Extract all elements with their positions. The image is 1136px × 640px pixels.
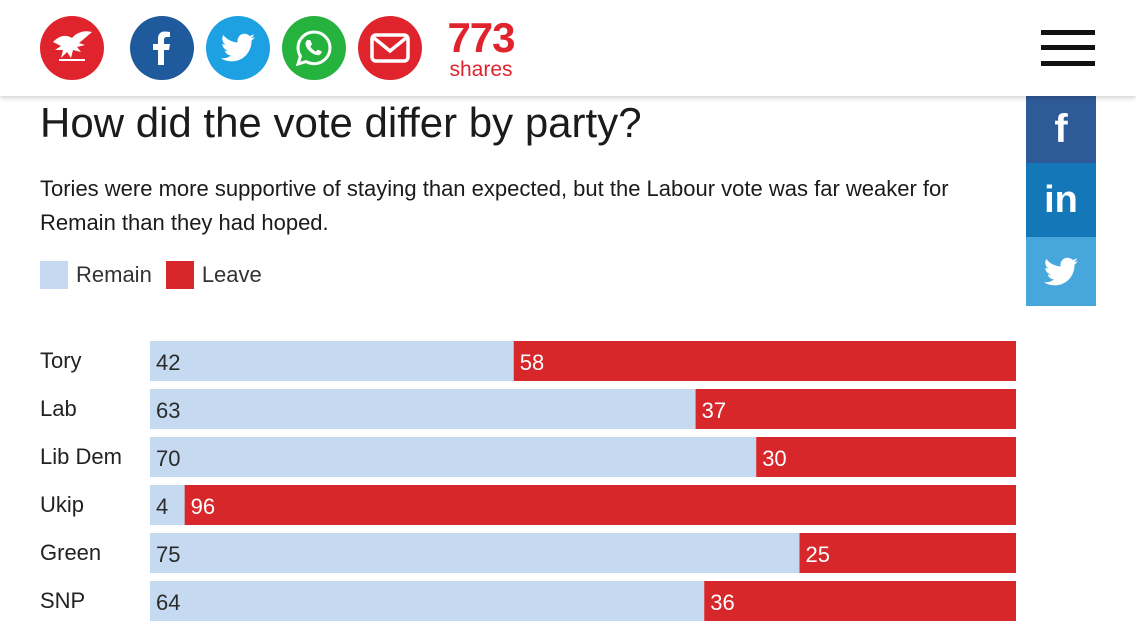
legend-label-remain: Remain xyxy=(76,262,152,287)
data-label-leave-green: 25 xyxy=(806,542,830,567)
email-icon[interactable] xyxy=(358,16,422,80)
bar-remain-tory xyxy=(150,341,514,381)
facebook-icon[interactable] xyxy=(130,16,194,80)
bar-leave-snp xyxy=(704,581,1016,621)
data-label-leave-lib-dem: 30 xyxy=(762,446,786,471)
data-label-leave-lab: 37 xyxy=(702,398,726,423)
share-count-number: 773 xyxy=(447,14,515,61)
bar-remain-lab xyxy=(150,389,696,429)
share-count: 773 shares xyxy=(436,14,526,81)
data-label-remain-green: 75 xyxy=(156,542,180,567)
bar-leave-lib-dem xyxy=(756,437,1016,477)
chart-title: How did the vote differ by party? xyxy=(40,99,642,146)
twitter-icon[interactable] xyxy=(206,16,270,80)
bar-leave-tory xyxy=(513,341,1016,381)
side-twitter-icon xyxy=(1043,257,1078,285)
bar-remain-snp xyxy=(150,581,705,621)
bar-remain-lib-dem xyxy=(150,437,757,477)
category-label-lib-dem: Lib Dem xyxy=(40,444,122,469)
category-label-ukip: Ukip xyxy=(40,492,84,517)
legend-item-remain: Remain xyxy=(40,261,152,289)
stacked-bar-chart: Tory 42 58 Lab 63 37 Lib Dem 70 30 Ukip 4 96 Green 75… xyxy=(40,341,1016,621)
data-label-leave-tory: 58 xyxy=(520,350,544,375)
legend-swatch-remain xyxy=(40,261,68,289)
category-label-snp: SNP xyxy=(40,588,85,613)
side-share-bar: f in xyxy=(1026,96,1096,306)
data-label-remain-snp: 64 xyxy=(156,590,180,615)
side-twitter-button[interactable] xyxy=(1026,237,1096,306)
side-linkedin-button[interactable]: in xyxy=(1026,163,1096,237)
data-label-leave-ukip: 96 xyxy=(191,494,215,519)
side-facebook-button[interactable]: f xyxy=(1026,96,1096,163)
data-label-remain-tory: 42 xyxy=(156,350,180,375)
legend-swatch-leave xyxy=(165,261,194,289)
chart-subtitle: Tories were more supportive of staying t… xyxy=(40,176,949,235)
hamburger-menu-icon[interactable] xyxy=(1041,30,1095,66)
category-label-green: Green xyxy=(40,540,101,565)
side-linkedin-icon: in xyxy=(1044,178,1078,221)
data-label-leave-snp: 36 xyxy=(710,590,734,615)
bar-leave-ukip xyxy=(184,485,1016,525)
share-count-label: shares xyxy=(449,58,513,81)
bar-remain-ukip xyxy=(150,485,185,525)
bar-remain-green xyxy=(150,533,800,573)
independent-eagle-logo[interactable] xyxy=(40,16,104,80)
bar-leave-green xyxy=(799,533,1016,573)
whatsapp-icon[interactable] xyxy=(282,16,346,80)
bar-leave-lab xyxy=(695,389,1016,429)
data-label-remain-lab: 63 xyxy=(156,398,180,423)
category-label-tory: Tory xyxy=(40,348,82,373)
chart-legend: Remain Leave xyxy=(40,260,276,290)
legend-item-leave: Leave xyxy=(165,261,262,289)
data-label-remain-lib-dem: 70 xyxy=(156,446,180,471)
data-label-remain-ukip: 4 xyxy=(156,494,168,519)
top-bar: 773 shares xyxy=(0,0,1136,96)
category-label-lab: Lab xyxy=(40,396,77,421)
legend-label-leave: Leave xyxy=(201,262,262,287)
side-facebook-icon: f xyxy=(1054,107,1068,151)
